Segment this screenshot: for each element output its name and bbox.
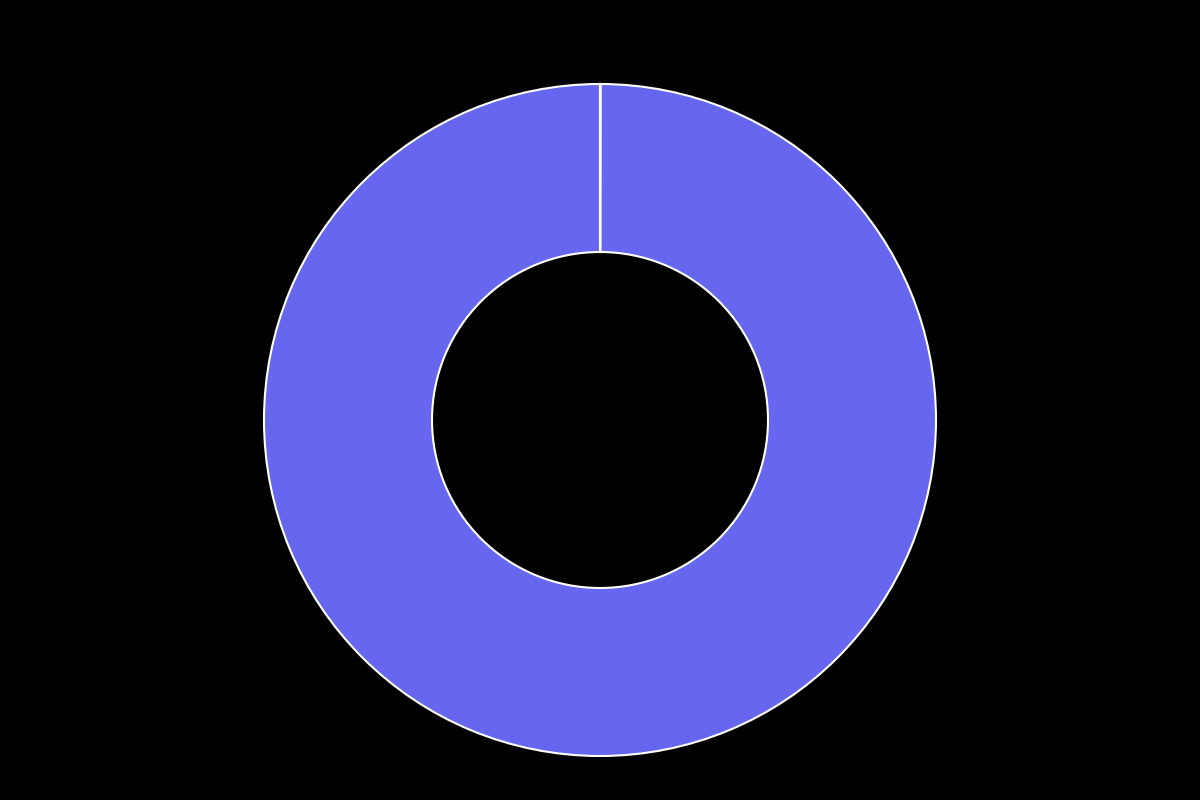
Wedge shape bbox=[264, 84, 936, 756]
Legend: , , , : , , , bbox=[445, 0, 755, 2]
